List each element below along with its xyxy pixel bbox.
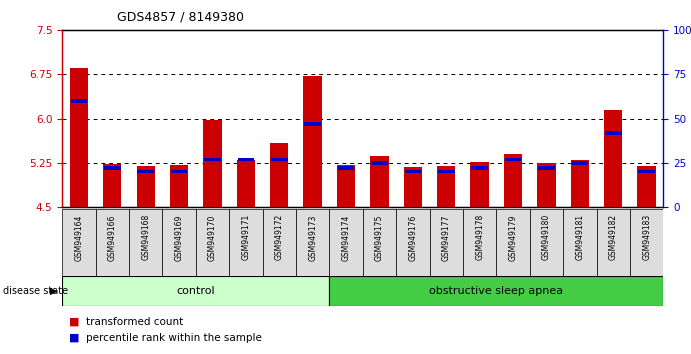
- Bar: [238, 158, 254, 161]
- Bar: [538, 163, 556, 207]
- Text: GSM949183: GSM949183: [642, 214, 651, 261]
- Bar: [103, 164, 122, 207]
- Bar: [104, 166, 120, 170]
- Bar: [405, 170, 421, 173]
- Bar: [263, 209, 296, 276]
- Text: GDS4857 / 8149380: GDS4857 / 8149380: [117, 11, 245, 24]
- Bar: [571, 161, 588, 165]
- Bar: [530, 209, 563, 276]
- Text: GSM949182: GSM949182: [609, 214, 618, 260]
- Bar: [437, 166, 455, 207]
- Bar: [430, 209, 463, 276]
- Bar: [330, 276, 663, 306]
- Bar: [371, 161, 388, 165]
- Text: obstructive sleep apnea: obstructive sleep apnea: [429, 286, 563, 296]
- Bar: [95, 209, 129, 276]
- Bar: [229, 209, 263, 276]
- Text: transformed count: transformed count: [86, 317, 184, 327]
- Bar: [604, 110, 623, 207]
- Bar: [70, 68, 88, 207]
- Bar: [496, 209, 530, 276]
- Text: GSM949164: GSM949164: [75, 214, 84, 261]
- Bar: [505, 158, 521, 161]
- Bar: [638, 166, 656, 207]
- Bar: [504, 154, 522, 207]
- Bar: [137, 166, 155, 207]
- Bar: [171, 170, 187, 173]
- Bar: [237, 160, 255, 207]
- Text: GSM949180: GSM949180: [542, 214, 551, 261]
- Text: percentile rank within the sample: percentile rank within the sample: [86, 333, 263, 343]
- Text: GSM949177: GSM949177: [442, 214, 451, 261]
- Text: GSM949179: GSM949179: [509, 214, 518, 261]
- Bar: [303, 75, 322, 207]
- Bar: [363, 209, 396, 276]
- Text: GSM949172: GSM949172: [275, 214, 284, 261]
- Bar: [296, 209, 330, 276]
- Text: GSM949178: GSM949178: [475, 214, 484, 261]
- Text: GSM949170: GSM949170: [208, 214, 217, 261]
- Text: ▶: ▶: [50, 286, 58, 296]
- Bar: [638, 170, 655, 173]
- Bar: [571, 160, 589, 207]
- Bar: [271, 158, 287, 161]
- Bar: [596, 209, 630, 276]
- Bar: [471, 162, 489, 207]
- Bar: [605, 131, 621, 135]
- Bar: [305, 122, 321, 126]
- Bar: [563, 209, 596, 276]
- Bar: [62, 209, 95, 276]
- Bar: [170, 165, 188, 207]
- Bar: [203, 120, 222, 207]
- Text: ■: ■: [69, 317, 79, 327]
- Bar: [438, 170, 455, 173]
- Bar: [370, 156, 388, 207]
- Bar: [463, 209, 496, 276]
- Bar: [330, 209, 363, 276]
- Text: GSM949176: GSM949176: [408, 214, 417, 261]
- Bar: [62, 276, 330, 306]
- Bar: [538, 166, 555, 170]
- Bar: [129, 209, 162, 276]
- Text: GSM949168: GSM949168: [141, 214, 150, 261]
- Bar: [337, 165, 355, 207]
- Bar: [471, 166, 488, 170]
- Bar: [162, 209, 196, 276]
- Bar: [270, 143, 288, 207]
- Bar: [138, 170, 154, 173]
- Bar: [196, 209, 229, 276]
- Text: GSM949174: GSM949174: [341, 214, 350, 261]
- Bar: [338, 166, 354, 170]
- Bar: [404, 167, 422, 207]
- Text: GSM949166: GSM949166: [108, 214, 117, 261]
- Bar: [70, 99, 87, 103]
- Text: GSM949175: GSM949175: [375, 214, 384, 261]
- Text: GSM949171: GSM949171: [241, 214, 250, 261]
- Text: GSM949181: GSM949181: [576, 214, 585, 260]
- Bar: [396, 209, 430, 276]
- Text: ■: ■: [69, 333, 79, 343]
- Bar: [205, 158, 220, 161]
- Text: GSM949173: GSM949173: [308, 214, 317, 261]
- Text: GSM949169: GSM949169: [175, 214, 184, 261]
- Text: control: control: [176, 286, 215, 296]
- Text: disease state: disease state: [3, 286, 68, 296]
- Bar: [630, 209, 663, 276]
